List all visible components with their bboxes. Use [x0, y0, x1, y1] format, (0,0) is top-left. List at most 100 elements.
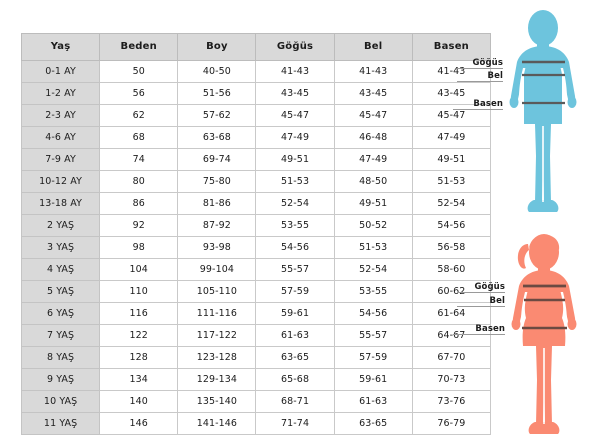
cell-chest: 43-45	[255, 82, 335, 105]
table-header-row: Yaş Beden Boy Göğüs Bel Basen	[20, 33, 492, 61]
table-row: 1-2 AY 56 51-56 43-45 43-45 43-45	[20, 82, 492, 105]
cell-size: 80	[99, 170, 179, 193]
cell-waist: 43-45	[333, 82, 413, 105]
cell-waist: 57-59	[333, 346, 413, 369]
boy-hip-label: Basen	[473, 99, 503, 109]
cell-age: 10-12 AY	[20, 170, 101, 193]
girl-hip-label-group: Basen	[453, 324, 505, 335]
table-row: 5 YAŞ 110 105-110 57-59 53-55 60-62	[20, 280, 492, 303]
cell-size: 134	[99, 368, 179, 391]
cell-size: 56	[99, 82, 179, 105]
cell-waist: 51-53	[333, 236, 413, 259]
cell-hip: 54-56	[411, 214, 492, 237]
cell-hip: 67-70	[411, 346, 492, 369]
boy-chest-label-group: Göğüs	[457, 58, 503, 69]
column-header-size: Beden	[99, 33, 179, 61]
cell-waist: 50-52	[333, 214, 413, 237]
table-row: 6 YAŞ 116 111-116 59-61 54-56 61-64	[20, 302, 492, 325]
cell-waist: 52-54	[333, 258, 413, 281]
table-row: 7 YAŞ 122 117-122 61-63 55-57 64-67	[20, 324, 492, 347]
table-body: 0-1 AY 50 40-50 41-43 41-43 41-43 1-2 AY 56 51-5…	[20, 60, 492, 435]
girl-figure-block: Göğüs Bel Basen	[453, 228, 600, 443]
cell-hip: 47-49	[411, 126, 492, 149]
cell-age: 10 YAŞ	[20, 390, 101, 413]
cell-size: 92	[99, 214, 179, 237]
cell-chest: 71-74	[255, 412, 335, 435]
boy-figure-block: Göğüs Bel Basen	[453, 6, 600, 221]
girl-waist-label: Bel	[489, 296, 505, 306]
table-row: 8 YAŞ 128 123-128 63-65 57-59 67-70	[20, 346, 492, 369]
cell-age: 13-18 AY	[20, 192, 101, 215]
cell-waist: 49-51	[333, 192, 413, 215]
cell-age: 11 YAŞ	[20, 412, 101, 435]
size-chart-table: Yaş Beden Boy Göğüs Bel Basen 0-1 AY 50 40…	[20, 33, 492, 435]
cell-waist: 47-49	[333, 148, 413, 171]
cell-size: 68	[99, 126, 179, 149]
cell-height: 75-80	[177, 170, 257, 193]
girl-hip-leader-line	[453, 334, 505, 335]
cell-chest: 47-49	[255, 126, 335, 149]
cell-chest: 45-47	[255, 104, 335, 127]
cell-size: 116	[99, 302, 179, 325]
cell-height: 105-110	[177, 280, 257, 303]
cell-hip: 61-64	[411, 302, 492, 325]
cell-size: 50	[99, 60, 179, 83]
column-header-hip: Basen	[411, 33, 492, 61]
cell-chest: 68-71	[255, 390, 335, 413]
cell-waist: 46-48	[333, 126, 413, 149]
cell-age: 7-9 AY	[20, 148, 101, 171]
cell-hip: 52-54	[411, 192, 492, 215]
cell-waist: 61-63	[333, 390, 413, 413]
boy-hip-label-group: Basen	[453, 99, 503, 110]
cell-size: 98	[99, 236, 179, 259]
table-row: 0-1 AY 50 40-50 41-43 41-43 41-43	[20, 60, 492, 83]
cell-height: 51-56	[177, 82, 257, 105]
cell-hip: 49-51	[411, 148, 492, 171]
cell-size: 122	[99, 324, 179, 347]
cell-height: 57-62	[177, 104, 257, 127]
cell-chest: 54-56	[255, 236, 335, 259]
cell-age: 2 YAŞ	[20, 214, 101, 237]
girl-chest-leader-line	[457, 292, 505, 293]
girl-waist-label-group: Bel	[457, 296, 505, 307]
table-row: 3 YAŞ 98 93-98 54-56 51-53 56-58	[20, 236, 492, 259]
girl-silhouette-icon	[511, 234, 577, 434]
boy-silhouette-icon	[509, 10, 577, 212]
table-row: 2-3 AY 62 57-62 45-47 45-47 45-47	[20, 104, 492, 127]
cell-waist: 53-55	[333, 280, 413, 303]
cell-waist: 55-57	[333, 324, 413, 347]
cell-hip: 64-67	[411, 324, 492, 347]
table-row: 13-18 AY 86 81-86 52-54 49-51 52-54	[20, 192, 492, 215]
cell-size: 104	[99, 258, 179, 281]
cell-chest: 55-57	[255, 258, 335, 281]
cell-chest: 57-59	[255, 280, 335, 303]
cell-waist: 45-47	[333, 104, 413, 127]
cell-waist: 41-43	[333, 60, 413, 83]
cell-chest: 53-55	[255, 214, 335, 237]
size-chart-table-container: Yaş Beden Boy Göğüs Bel Basen 0-1 AY 50 40…	[20, 33, 492, 435]
cell-waist: 59-61	[333, 368, 413, 391]
table-row: 10 YAŞ 140 135-140 68-71 61-63 73-76	[20, 390, 492, 413]
cell-age: 5 YAŞ	[20, 280, 101, 303]
cell-chest: 49-51	[255, 148, 335, 171]
cell-size: 110	[99, 280, 179, 303]
cell-chest: 65-68	[255, 368, 335, 391]
cell-height: 87-92	[177, 214, 257, 237]
cell-height: 93-98	[177, 236, 257, 259]
cell-height: 123-128	[177, 346, 257, 369]
cell-hip: 73-76	[411, 390, 492, 413]
cell-size: 140	[99, 390, 179, 413]
column-header-age: Yaş	[20, 33, 101, 61]
cell-height: 111-116	[177, 302, 257, 325]
figures-panel: Göğüs Bel Basen	[453, 0, 600, 445]
boy-waist-label: Bel	[487, 71, 503, 81]
cell-age: 8 YAŞ	[20, 346, 101, 369]
cell-age: 6 YAŞ	[20, 302, 101, 325]
cell-age: 2-3 AY	[20, 104, 101, 127]
cell-height: 69-74	[177, 148, 257, 171]
boy-waist-leader-line	[457, 81, 503, 82]
cell-size: 128	[99, 346, 179, 369]
cell-hip: 51-53	[411, 170, 492, 193]
girl-chest-label-group: Göğüs	[457, 282, 505, 293]
cell-size: 86	[99, 192, 179, 215]
